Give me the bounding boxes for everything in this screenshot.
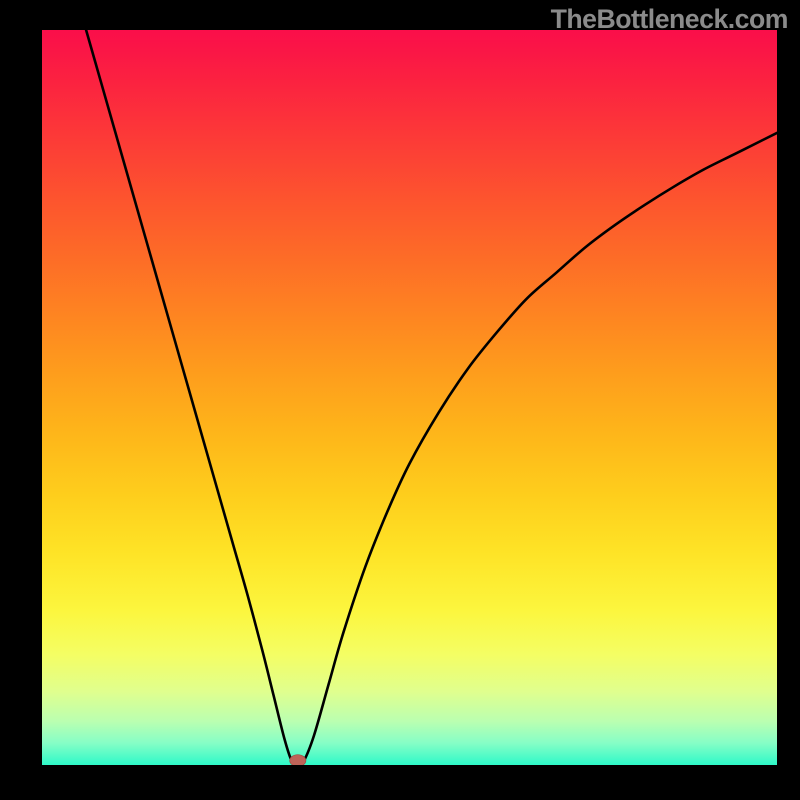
watermark-text: TheBottleneck.com	[551, 4, 788, 35]
chart-container: TheBottleneck.com	[0, 0, 800, 800]
chart-svg	[42, 30, 777, 765]
minimum-marker	[290, 755, 306, 765]
plot-area	[42, 30, 777, 765]
plot-frame	[42, 30, 777, 765]
gradient-background	[42, 30, 777, 765]
